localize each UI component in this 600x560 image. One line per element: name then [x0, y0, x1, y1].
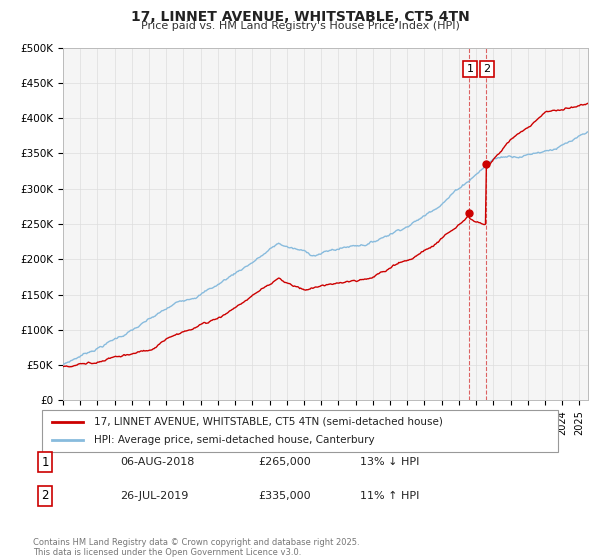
Text: 17, LINNET AVENUE, WHITSTABLE, CT5 4TN (semi-detached house): 17, LINNET AVENUE, WHITSTABLE, CT5 4TN (… — [94, 417, 442, 427]
Text: 1: 1 — [467, 64, 473, 74]
Text: 06-AUG-2018: 06-AUG-2018 — [120, 457, 194, 467]
Text: £265,000: £265,000 — [258, 457, 311, 467]
Text: Contains HM Land Registry data © Crown copyright and database right 2025.
This d: Contains HM Land Registry data © Crown c… — [33, 538, 359, 557]
Text: HPI: Average price, semi-detached house, Canterbury: HPI: Average price, semi-detached house,… — [94, 435, 374, 445]
Text: 2: 2 — [41, 489, 49, 502]
Text: 17, LINNET AVENUE, WHITSTABLE, CT5 4TN: 17, LINNET AVENUE, WHITSTABLE, CT5 4TN — [131, 10, 469, 24]
Text: 13% ↓ HPI: 13% ↓ HPI — [360, 457, 419, 467]
Text: 11% ↑ HPI: 11% ↑ HPI — [360, 491, 419, 501]
Text: 2: 2 — [484, 64, 491, 74]
Text: 1: 1 — [41, 455, 49, 469]
Text: 26-JUL-2019: 26-JUL-2019 — [120, 491, 188, 501]
FancyBboxPatch shape — [42, 410, 558, 452]
Text: £335,000: £335,000 — [258, 491, 311, 501]
Text: Price paid vs. HM Land Registry's House Price Index (HPI): Price paid vs. HM Land Registry's House … — [140, 21, 460, 31]
